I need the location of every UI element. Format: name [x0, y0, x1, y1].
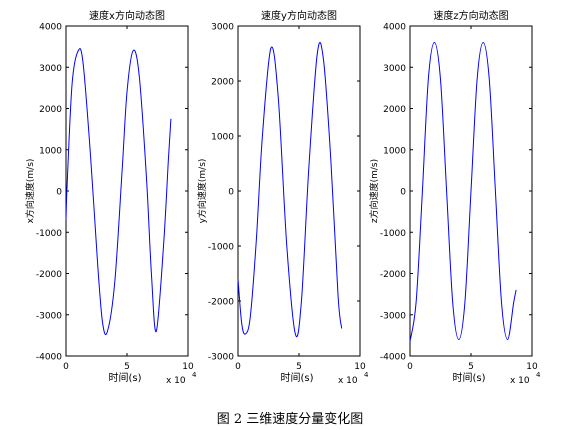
x-tick-label: 5	[124, 362, 130, 372]
x-multiplier: x 10	[510, 376, 530, 386]
plot-area	[237, 25, 361, 357]
x-multiplier: x 10	[166, 376, 186, 386]
y-tick-label: 2000	[39, 105, 62, 115]
y-tick-label: -3000	[380, 311, 406, 321]
y-tick-label: -2000	[380, 270, 406, 280]
x-tick-label: 0	[63, 362, 69, 372]
y-tick-label: 3000	[39, 64, 62, 74]
y-tick-label: -2000	[208, 298, 234, 308]
x-multiplier: x 10	[338, 376, 358, 386]
y-tick-label: -4000	[36, 353, 62, 363]
y-tick-label: 0	[56, 188, 62, 198]
y-tick-label: -3000	[36, 311, 62, 321]
y-axis-label: x方向速度(m/s)	[24, 159, 36, 224]
y-tick-label: -4000	[380, 353, 406, 363]
y-tick-label: 0	[228, 188, 234, 198]
x-axis-label: 时间(s)	[280, 371, 313, 384]
y-tick-label: 2000	[211, 78, 234, 88]
chart-title: 速度x方向动态图	[89, 9, 165, 22]
x-tick-label: 5	[468, 362, 474, 372]
series-line-1	[65, 48, 172, 336]
y-tick-label: 0	[400, 188, 406, 198]
chart-2: -3000 -2000 -1000 0 1000 2000 3000 0 5 10 x 10 4 速度y…	[196, 9, 369, 386]
x-tick-label: 10	[182, 362, 194, 372]
y-tick-label: 4000	[39, 23, 62, 33]
x-tick-label: 0	[407, 362, 413, 372]
x-axis-label: 时间(s)	[108, 371, 141, 384]
plot-area	[65, 25, 189, 357]
chart-1: -4000 -3000 -2000 -1000 0 1000 2000 3000 4000 0 5 1…	[24, 9, 197, 386]
y-axis-label: y方向速度(m/s)	[196, 159, 208, 224]
y-tick-label: 1000	[39, 146, 62, 156]
x-axis-label: 时间(s)	[452, 371, 485, 384]
y-tick-label: 3000	[383, 64, 406, 74]
x-exponent: 4	[536, 371, 541, 379]
x-exponent: 4	[192, 371, 197, 379]
chart-title: 速度z方向动态图	[433, 9, 508, 22]
x-tick-label: 0	[235, 362, 241, 372]
y-tick-label: -1000	[380, 229, 406, 239]
y-tick-label: 2000	[383, 105, 406, 115]
x-tick-label: 5	[296, 362, 302, 372]
y-tick-label: 1000	[211, 133, 234, 143]
x-exponent: 4	[364, 371, 369, 379]
y-tick-label: -1000	[208, 243, 234, 253]
series-line-1	[409, 41, 517, 342]
x-tick-label: 10	[354, 362, 366, 372]
y-tick-label: 3000	[211, 23, 234, 33]
y-tick-label: -1000	[36, 229, 62, 239]
y-tick-label: 1000	[383, 146, 406, 156]
series-line-1	[237, 42, 343, 338]
chart-title: 速度y方向动态图	[261, 9, 337, 22]
chart-3: -4000 -3000 -2000 -1000 0 1000 2000 3000 4000 0 5 1…	[368, 9, 541, 386]
y-tick-label: -3000	[208, 353, 234, 363]
x-tick-label: 10	[526, 362, 538, 372]
y-tick-label: -2000	[36, 270, 62, 280]
y-axis-label: z方向速度(m/s)	[368, 159, 380, 223]
y-tick-label: 4000	[383, 23, 406, 33]
figure-caption: 图 2 三维速度分量变化图	[216, 412, 364, 427]
